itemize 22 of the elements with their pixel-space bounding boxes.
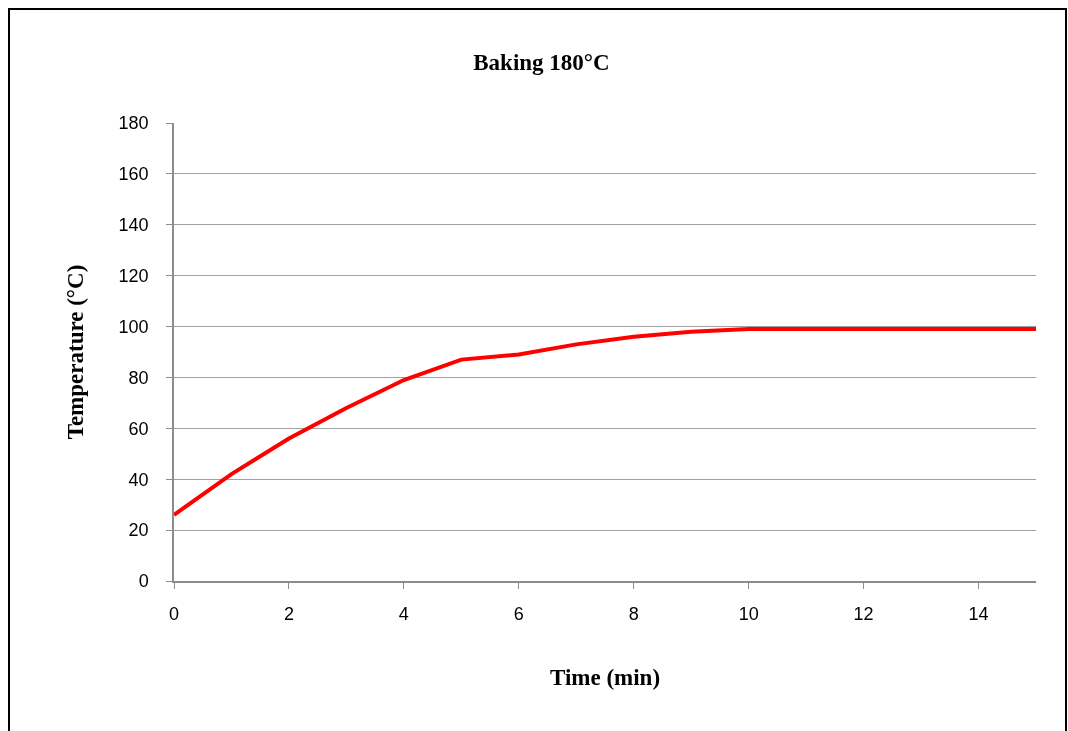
x-tick-label: 6 (513, 604, 524, 625)
y-axis-title: Temperature (°C) (62, 264, 88, 440)
y-tick-label: 100 (118, 316, 149, 337)
y-tick-label: 80 (128, 367, 149, 388)
y-tick-label: 40 (128, 469, 149, 490)
y-tick-label: 140 (118, 215, 149, 236)
x-tick-label: 14 (968, 604, 989, 625)
line-series (174, 327, 1036, 517)
x-tick-label: 0 (168, 604, 180, 625)
x-tick-label: 12 (853, 604, 874, 625)
x-axis-title: Time (min) (549, 665, 661, 691)
y-tick-label: 20 (128, 520, 149, 541)
y-tick-label: 60 (128, 418, 149, 439)
x-tick-label: 10 (738, 604, 759, 625)
y-tick-label: 120 (118, 265, 149, 286)
x-tick-label: 2 (283, 604, 294, 625)
chart-title: Baking 180°C (473, 50, 610, 76)
x-tick-label: 4 (398, 604, 409, 625)
y-tick-label: 180 (118, 113, 149, 134)
y-tick-label: 0 (138, 571, 149, 592)
x-tick-label: 8 (628, 604, 639, 625)
y-tick-label: 160 (118, 164, 149, 185)
